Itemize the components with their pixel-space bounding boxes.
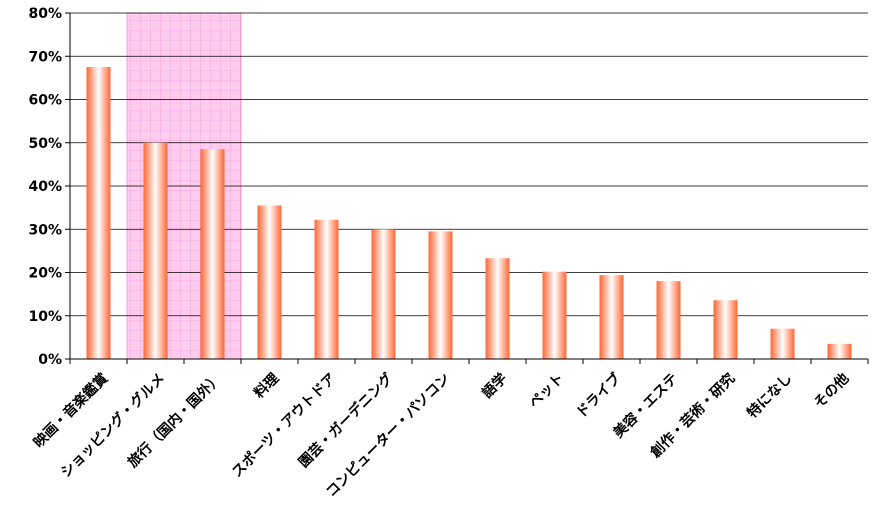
y-tick-label: 20%: [28, 266, 62, 282]
bars: [86, 67, 852, 359]
y-tick-label: 50%: [28, 136, 62, 152]
x-category-label: 旅行（国内・国外）: [124, 370, 225, 471]
y-tick-label: 0%: [38, 352, 62, 368]
bar: [713, 300, 738, 359]
bar: [827, 343, 852, 359]
bar: [200, 149, 225, 359]
bar: [542, 271, 567, 359]
bar: [485, 258, 510, 359]
bar: [143, 142, 168, 359]
x-category-label: その他: [811, 370, 853, 412]
bar: [314, 219, 339, 359]
x-category-label: スポーツ・アウトドア: [229, 370, 340, 481]
bar: [656, 281, 681, 359]
bar: [371, 229, 396, 359]
x-category-label: ペット: [526, 371, 567, 412]
x-category-label: 特になし: [744, 370, 796, 422]
x-category-label: 語学: [479, 370, 511, 402]
x-category-label: 料理: [251, 370, 283, 402]
y-tick-label: 60%: [28, 93, 62, 109]
y-tick-label: 70%: [28, 49, 62, 65]
x-category-label: ドライブ: [573, 370, 625, 422]
bar: [257, 205, 282, 359]
bar: [599, 275, 624, 359]
y-tick-label: 40%: [28, 179, 62, 195]
y-tick-label: 30%: [28, 222, 62, 238]
y-tick-label: 80%: [28, 6, 62, 22]
bar: [770, 328, 795, 359]
x-category-label: ショッピング・グルメ: [57, 370, 168, 481]
x-category-label: コンピューター・パソコン: [323, 371, 453, 501]
y-tick-labels: 0% 10% 20% 30% 40% 50% 60% 70% 80%: [28, 6, 62, 368]
y-tick-label: 10%: [28, 309, 62, 325]
x-category-label: 園芸・ガーデニング: [295, 370, 396, 471]
bar: [86, 67, 111, 359]
axes: [65, 12, 869, 364]
bar: [428, 231, 453, 359]
